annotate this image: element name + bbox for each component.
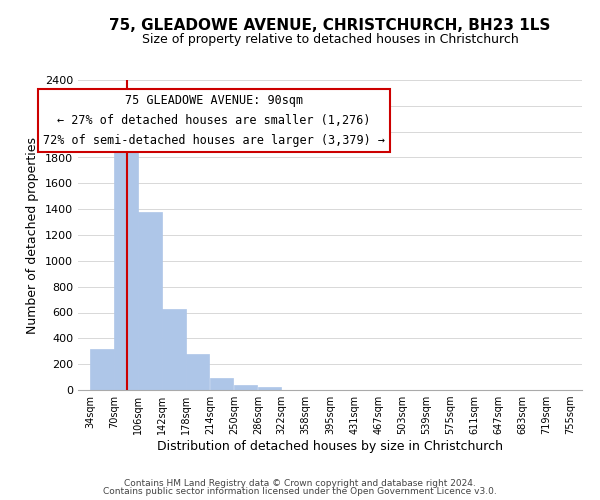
Y-axis label: Number of detached properties: Number of detached properties [26,136,40,334]
Text: Contains HM Land Registry data © Crown copyright and database right 2024.: Contains HM Land Registry data © Crown c… [124,478,476,488]
Bar [91,350,113,390]
Text: Size of property relative to detached houses in Christchurch: Size of property relative to detached ho… [142,32,518,46]
Bar [258,387,281,390]
Text: 75 GLEADOWE AVENUE: 90sqm
← 27% of detached houses are smaller (1,276)
72% of se: 75 GLEADOWE AVENUE: 90sqm ← 27% of detac… [43,94,385,147]
Bar [234,385,257,390]
Bar [162,310,185,390]
Bar [186,354,209,390]
Bar [138,212,161,390]
X-axis label: Distribution of detached houses by size in Christchurch: Distribution of detached houses by size … [157,440,503,453]
Text: 75, GLEADOWE AVENUE, CHRISTCHURCH, BH23 1LS: 75, GLEADOWE AVENUE, CHRISTCHURCH, BH23 … [109,18,551,32]
Bar [114,138,137,390]
Bar [210,378,233,390]
Text: Contains public sector information licensed under the Open Government Licence v3: Contains public sector information licen… [103,487,497,496]
